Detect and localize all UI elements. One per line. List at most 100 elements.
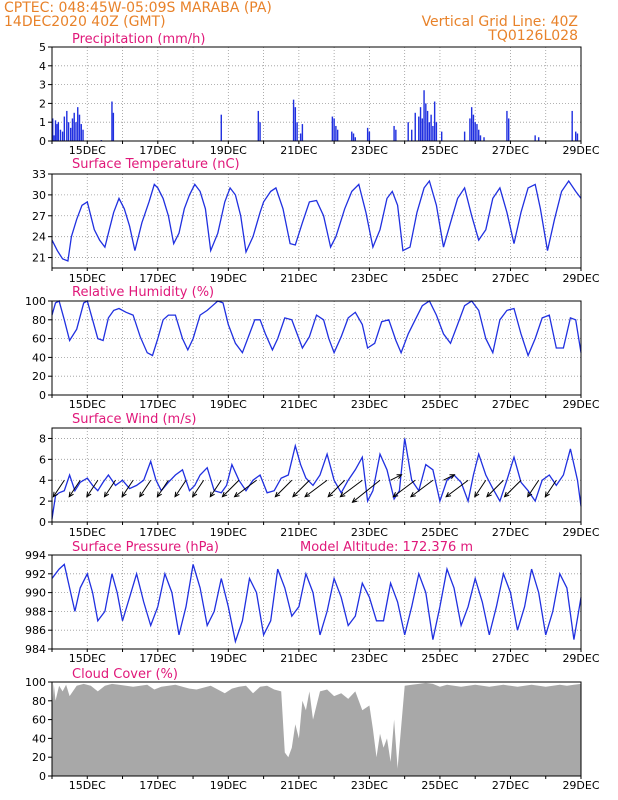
wind-arrow-21 — [443, 474, 455, 481]
ytick-label-2-0: 0 — [39, 389, 46, 402]
xtick-label-5-6: 27DEC — [492, 779, 529, 792]
wind-arrow-8 — [192, 479, 205, 497]
ytick-label-4-984: 984 — [25, 643, 46, 656]
wind-arrow-26 — [527, 479, 540, 497]
panel-title-3: Surface Wind (m/s) — [72, 412, 196, 427]
ytick-label-1-24: 24 — [32, 231, 46, 244]
xtick-label-1-1: 17DEC — [139, 272, 176, 285]
precip-bar-5 — [59, 129, 62, 141]
wind-arrow-20 — [410, 479, 434, 498]
precip-bar-63 — [483, 137, 485, 141]
ytick-label-0-1: 1 — [39, 116, 46, 129]
wind-arrow-head-7 — [174, 491, 180, 498]
ytick-label-3-4: 4 — [39, 474, 46, 487]
xtick-label-3-5: 25DEC — [421, 526, 458, 539]
precip-bar-55 — [463, 131, 466, 141]
panel-frame-3 — [51, 427, 582, 523]
ytick-label-1-21: 21 — [32, 252, 46, 265]
precip-bar-62 — [479, 135, 482, 141]
xtick-label-3-1: 17DEC — [139, 526, 176, 539]
precip-bar-4 — [57, 122, 60, 141]
wind-arrow-1 — [68, 479, 81, 497]
precip-bar-16 — [80, 124, 82, 141]
wind-arrow-10 — [222, 479, 240, 498]
ytick-label-2-100: 100 — [25, 295, 46, 308]
wind-arrow-head-14 — [304, 492, 311, 498]
precip-bar-23 — [259, 122, 261, 141]
precip-bar-30 — [333, 118, 335, 141]
xtick-label-5-7: 29DEC — [562, 779, 599, 792]
xtick-label-1-4: 23DEC — [351, 272, 388, 285]
precip-bar-66 — [534, 135, 536, 141]
precip-bar-1 — [53, 135, 55, 141]
ytick-label-3-2: 2 — [39, 495, 46, 508]
precip-bar-49 — [428, 122, 431, 141]
precip-bar-54 — [440, 131, 443, 141]
precip-bar-20 — [112, 112, 115, 141]
wind-arrow-head-8 — [192, 491, 198, 498]
xtick-label-1-0: 15DEC — [69, 272, 106, 285]
xtick-label-0-7: 29DEC — [562, 144, 599, 157]
wind-arrow-22 — [445, 479, 469, 498]
wind-arrow-head-21 — [449, 474, 456, 479]
ytick-label-2-80: 80 — [32, 314, 46, 327]
wind-arrow-0 — [52, 479, 65, 497]
xtick-label-4-7: 29DEC — [562, 652, 599, 665]
ytick-label-3-6: 6 — [39, 453, 46, 466]
ytick-label-3-8: 8 — [39, 432, 46, 445]
xtick-label-2-1: 17DEC — [139, 398, 176, 411]
precip-bar-6 — [61, 131, 64, 141]
precip-bar-43 — [418, 116, 420, 141]
precip-bar-58 — [472, 114, 475, 141]
ytick-label-3-0: 0 — [39, 516, 46, 529]
panel-frame-2 — [51, 300, 582, 396]
ytick-label-5-0: 0 — [39, 770, 46, 783]
precip-bar-17 — [82, 129, 84, 141]
series-line-2 — [51, 300, 582, 358]
precip-bar-40 — [407, 122, 409, 141]
precip-bar-38 — [393, 125, 395, 141]
ytick-label-4-988: 988 — [25, 605, 46, 618]
xtick-label-4-6: 27DEC — [492, 652, 529, 665]
wind-arrow-6 — [156, 479, 169, 497]
wind-arrow-19 — [392, 479, 416, 498]
ytick-label-1-30: 30 — [32, 189, 46, 202]
precip-bar-48 — [426, 110, 429, 141]
xtick-label-3-0: 15DEC — [69, 526, 106, 539]
wind-arrow-2 — [86, 479, 99, 497]
header-station: CPTEC: 048:45W-05:09S MARABA (PA) — [4, 0, 272, 16]
ytick-label-2-60: 60 — [32, 333, 46, 346]
wind-arrow-17 — [352, 479, 381, 503]
xtick-label-0-6: 27DEC — [492, 144, 529, 157]
precip-bar-59 — [474, 122, 476, 141]
precip-bar-67 — [537, 137, 540, 141]
precip-bar-15 — [78, 114, 81, 141]
precip-bar-46 — [423, 90, 425, 141]
xtick-label-1-5: 25DEC — [421, 272, 458, 285]
precip-bar-70 — [576, 133, 579, 141]
precip-bar-57 — [470, 107, 473, 141]
wind-arrow-head-23 — [474, 491, 480, 498]
ytick-label-0-5: 5 — [39, 41, 46, 54]
xtick-label-2-3: 21DEC — [280, 398, 317, 411]
wind-arrow-head-25 — [503, 491, 510, 498]
ytick-label-2-40: 40 — [32, 351, 46, 364]
precip-bar-44 — [419, 107, 422, 141]
precip-bar-3 — [56, 124, 58, 141]
precip-bar-2 — [54, 120, 57, 141]
precip-bar-21 — [220, 114, 222, 141]
wind-arrow-7 — [174, 479, 187, 497]
precip-bar-47 — [425, 103, 427, 141]
xtick-label-3-7: 29DEC — [562, 526, 599, 539]
precip-bar-53 — [435, 122, 438, 141]
wind-arrow-head-0 — [52, 491, 58, 498]
wind-arrow-13 — [292, 479, 310, 498]
wind-arrow-15 — [327, 479, 346, 498]
precip-bar-29 — [331, 116, 334, 141]
precip-bar-69 — [575, 131, 577, 141]
xtick-label-5-1: 17DEC — [139, 779, 176, 792]
xtick-label-2-0: 15DEC — [69, 398, 106, 411]
ytick-label-2-20: 20 — [32, 370, 46, 383]
ytick-label-5-100: 100 — [25, 676, 46, 689]
